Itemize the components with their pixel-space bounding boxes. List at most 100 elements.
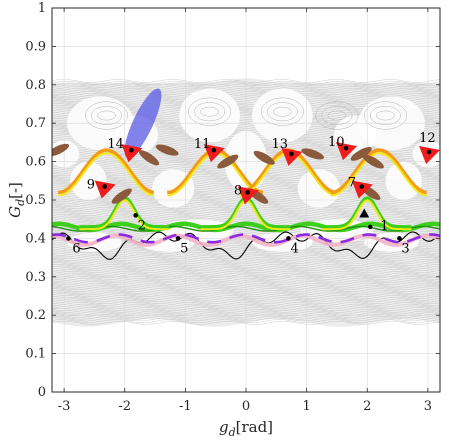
- swirl-orbit: [327, 110, 347, 121]
- yellow-chain: [58, 152, 154, 197]
- brown-island: [217, 154, 239, 169]
- x-axis-label-unit: [rad]: [236, 418, 273, 436]
- swirl-orbit: [260, 97, 304, 126]
- point-marker-7: [359, 184, 365, 189]
- point-label-12: 12: [419, 131, 436, 146]
- point-marker-14: [129, 147, 134, 153]
- y-tick-label: 0.2: [25, 308, 46, 323]
- brown-island: [52, 143, 70, 157]
- regular-island: [297, 169, 340, 208]
- point-label-6: 6: [72, 241, 80, 256]
- brown-island: [155, 144, 179, 156]
- pink-band: [52, 233, 440, 247]
- swirl-orbit: [376, 110, 395, 121]
- point-label-1: 1: [380, 219, 388, 234]
- y-axis-label-unit: [-]: [6, 182, 24, 199]
- green-chain: [52, 221, 440, 233]
- green-chain-dark: [52, 225, 440, 232]
- brown-island: [350, 146, 372, 161]
- red-island: [281, 147, 303, 166]
- resonance-curves-layer: [52, 148, 440, 260]
- yellow-arch: [79, 199, 169, 231]
- point-marker-13: [289, 151, 294, 157]
- red-island: [336, 142, 358, 161]
- y-tick-label: 0.4: [25, 231, 46, 246]
- triangle-marker: [359, 208, 370, 218]
- purple-band: [52, 233, 440, 244]
- y-tick-label: 0.9: [25, 39, 46, 54]
- y-tick-label: 0.3: [25, 270, 46, 285]
- point-marker-2: [133, 213, 138, 218]
- y-tick-label: 0.5: [25, 193, 46, 208]
- swirl-orbit: [85, 101, 129, 130]
- point-label-8: 8: [234, 183, 242, 198]
- swirl-orbit: [363, 101, 407, 130]
- yellow-chain: [330, 152, 427, 197]
- point-label-2: 2: [138, 218, 146, 233]
- regular-island: [152, 169, 195, 208]
- red-island: [121, 144, 143, 163]
- swirl-orbit: [91, 106, 122, 125]
- y-tick-label: 0.7: [25, 116, 46, 131]
- swirl-orbit: [370, 106, 401, 125]
- red-island: [419, 146, 440, 164]
- red-island: [94, 180, 116, 199]
- resonance-islands-layer: [52, 88, 440, 205]
- x-tick-label: -1: [179, 399, 192, 414]
- point-marker-6: [66, 236, 71, 241]
- regular-island: [385, 161, 422, 200]
- regular-island: [252, 88, 313, 143]
- brown-island: [138, 150, 160, 166]
- regular-island: [179, 88, 240, 143]
- ticks-layer: -3 -2 -1 0 1 2 300.10.20.30.40.50.60.70.80.91: [25, 1, 440, 414]
- swirl-orbit: [200, 106, 219, 117]
- point-label-5: 5: [180, 241, 188, 256]
- point-marker-8: [245, 190, 251, 195]
- swirl-orbit: [315, 101, 359, 130]
- y-tick-label: 1: [38, 1, 46, 16]
- x-tick-label: -3: [58, 399, 71, 414]
- red-island: [203, 144, 225, 163]
- y-tick-label: 0.1: [25, 347, 46, 362]
- y-tick-label: 0.8: [25, 78, 46, 93]
- separatrix-curve: [52, 231, 440, 260]
- point-label-11: 11: [194, 137, 211, 152]
- red-island: [237, 186, 259, 205]
- orange-chain: [330, 148, 427, 195]
- orange-chain: [58, 148, 155, 195]
- y-axis-label-main: G: [6, 206, 24, 218]
- point-label-13: 13: [271, 137, 288, 152]
- x-axis-label-sub: d: [229, 426, 236, 439]
- red-island: [351, 180, 373, 199]
- point-label-4: 4: [290, 241, 298, 256]
- regular-island: [70, 161, 107, 200]
- y-axis-label: Gd[-]: [6, 182, 27, 218]
- brown-island: [111, 188, 132, 204]
- point-marker-11: [211, 147, 217, 153]
- point-marker-12: [426, 149, 432, 155]
- x-tick-label: 1: [302, 399, 310, 414]
- point-label-7: 7: [348, 176, 356, 191]
- y-axis-label-sub: d: [14, 199, 27, 206]
- x-tick-label: 2: [363, 399, 371, 414]
- point-label-9: 9: [87, 178, 95, 193]
- point-label-10: 10: [328, 135, 345, 150]
- point-marker-10: [343, 145, 349, 151]
- x-axis-label: gd[rad]: [219, 418, 273, 439]
- x-tick-label: 0: [242, 399, 250, 414]
- x-axis-label-main: g: [219, 418, 229, 436]
- point-label-14: 14: [107, 137, 124, 152]
- yellow-arch: [321, 199, 412, 231]
- blue-island: [124, 88, 162, 158]
- swirl-orbit: [321, 106, 353, 125]
- swirl-orbit: [273, 106, 292, 117]
- swirl-orbit: [194, 102, 226, 122]
- point-label-3: 3: [401, 241, 409, 256]
- swirl-orbit: [97, 110, 116, 121]
- y-tick-label: 0: [38, 385, 46, 400]
- green-arch: [321, 196, 412, 229]
- point-marker-5: [175, 236, 181, 241]
- x-tick-label: 3: [424, 399, 432, 414]
